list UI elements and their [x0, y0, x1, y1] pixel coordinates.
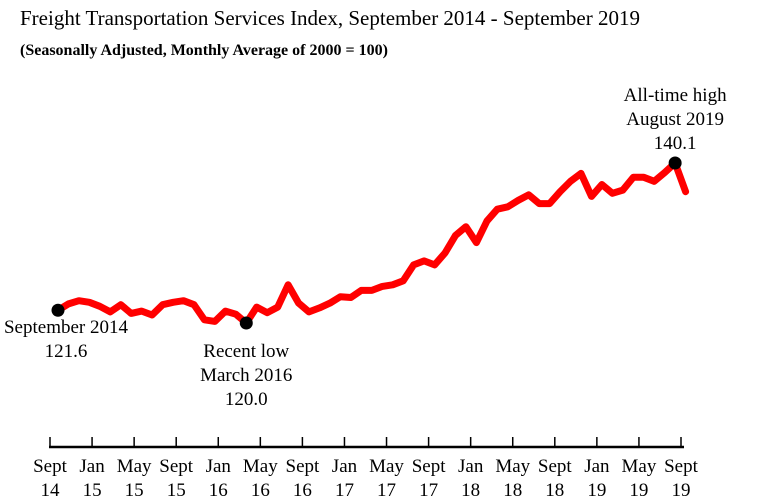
annotation-label: All-time high: [624, 85, 727, 106]
chart-subtitle: (Seasonally Adjusted, Monthly Average of…: [20, 42, 388, 59]
annotations: September 2014 121.6 Recent low March 2016 1…: [4, 85, 727, 410]
x-tick-label-year: 19: [672, 480, 691, 501]
x-tick-label-year: 16: [293, 480, 312, 501]
annotation-label: August 2019: [626, 109, 724, 130]
series-line-freight-tsi: [54, 159, 690, 327]
x-tick-label-year: 18: [461, 480, 480, 501]
annotation-label: 121.6: [45, 341, 88, 362]
x-tick-label-year: 19: [629, 480, 648, 501]
x-tick-label-month: Sept: [538, 456, 573, 477]
annotation-label: 140.1: [654, 133, 697, 154]
annotation-marker: [239, 316, 253, 330]
x-tick-label-year: 19: [587, 480, 606, 501]
x-tick-label-month: Sept: [664, 456, 699, 477]
x-tick-label-month: Jan: [206, 456, 232, 477]
x-tick-label-month: May: [117, 456, 152, 477]
x-tick-label-year: 17: [335, 480, 354, 501]
x-tick-label-month: Jan: [332, 456, 358, 477]
x-tick-label-month: Sept: [286, 456, 321, 477]
x-tick-label-year: 16: [209, 480, 228, 501]
x-tick-label-month: Sept: [412, 456, 447, 477]
x-tick-label-month: Sept: [159, 456, 194, 477]
chart-title: Freight Transportation Services Index, S…: [20, 6, 640, 30]
x-tick-label-month: Jan: [584, 456, 610, 477]
annotation-label: 120.0: [225, 389, 268, 410]
x-tick-label-year: 18: [545, 480, 564, 501]
x-tick-label-month: Jan: [458, 456, 484, 477]
annotation-marker: [668, 156, 682, 170]
x-tick-label-year: 15: [167, 480, 186, 501]
annotation-marker: [51, 303, 65, 317]
annotation-label: Recent low: [203, 341, 289, 362]
x-tick-label-year: 14: [41, 480, 61, 501]
x-tick-label-month: May: [495, 456, 530, 477]
x-tick-label-year: 15: [125, 480, 144, 501]
x-tick-label-year: 15: [83, 480, 102, 501]
x-tick-label-year: 18: [503, 480, 522, 501]
x-tick-label-year: 16: [251, 480, 270, 501]
x-tick-label-month: Jan: [79, 456, 105, 477]
x-tick-label-month: May: [369, 456, 404, 477]
plot-area: [54, 159, 690, 327]
x-tick-label-year: 17: [419, 480, 438, 501]
annotation-label: September 2014: [4, 317, 129, 338]
x-tick-label-year: 17: [377, 480, 396, 501]
x-tick-label-month: May: [622, 456, 657, 477]
annotation-label: March 2016: [200, 365, 292, 386]
x-axis: Sept 14 Jan 15 May 15 Sept 15 Jan 16 May 16 Sept 16 Ja…: [33, 437, 699, 501]
x-tick-label-month: Sept: [33, 456, 68, 477]
x-tick-label-month: May: [243, 456, 278, 477]
